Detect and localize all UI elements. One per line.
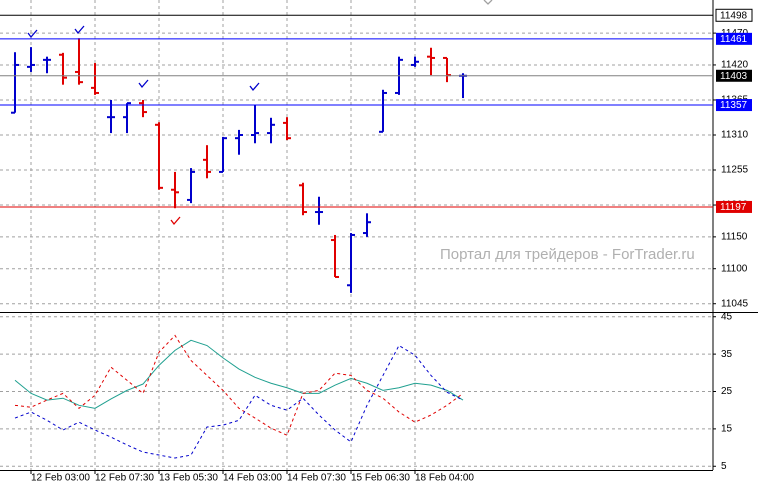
price-label: 11498 <box>720 10 748 21</box>
x-tick-label: 15 Feb 06:30 <box>351 473 410 484</box>
price-box <box>716 200 752 213</box>
x-tick-label: 14 Feb 03:00 <box>223 473 282 484</box>
y-tick-label: 45 <box>721 311 733 322</box>
grid <box>0 0 713 470</box>
price-box <box>716 32 752 45</box>
x-tick-label: 14 Feb 07:30 <box>287 473 346 484</box>
y-tick-label: 11255 <box>721 165 749 176</box>
y-tick-label: 11310 <box>721 130 749 141</box>
price-box <box>716 69 752 82</box>
y-tick-label: 15 <box>721 424 733 435</box>
price-label: 11357 <box>720 100 748 111</box>
indicator-line <box>14 334 464 436</box>
price-box <box>716 99 752 112</box>
y-tick-label: 11150 <box>721 232 748 243</box>
signals <box>27 0 493 226</box>
y-tick-label: 35 <box>721 349 733 360</box>
x-tick-label: 12 Feb 03:00 <box>31 473 90 484</box>
y-tick-label: 11100 <box>721 263 748 274</box>
signal-up <box>27 29 38 39</box>
price-box <box>715 8 753 22</box>
indicator-line <box>14 339 464 409</box>
signal-up <box>249 82 260 92</box>
y-tick-label: 5 <box>721 461 727 472</box>
y-tick-label: 11420 <box>721 60 749 71</box>
signal-down <box>170 216 181 226</box>
marker <box>483 0 493 5</box>
price-label: 11197 <box>720 202 747 213</box>
signal-up <box>74 25 85 35</box>
x-tick-label: 18 Feb 04:00 <box>415 473 474 484</box>
x-tick-label: 12 Feb 07:30 <box>95 473 154 484</box>
x-tick-label: 13 Feb 05:30 <box>159 473 218 484</box>
watermark: Портал для трейдеров - ForTrader.ru <box>440 246 695 263</box>
y-tick-label: 11045 <box>721 298 749 309</box>
y-tick-label: 25 <box>721 386 733 397</box>
price-label: 11461 <box>720 34 748 45</box>
price-label: 11403 <box>720 71 748 82</box>
signal-up <box>138 79 149 89</box>
